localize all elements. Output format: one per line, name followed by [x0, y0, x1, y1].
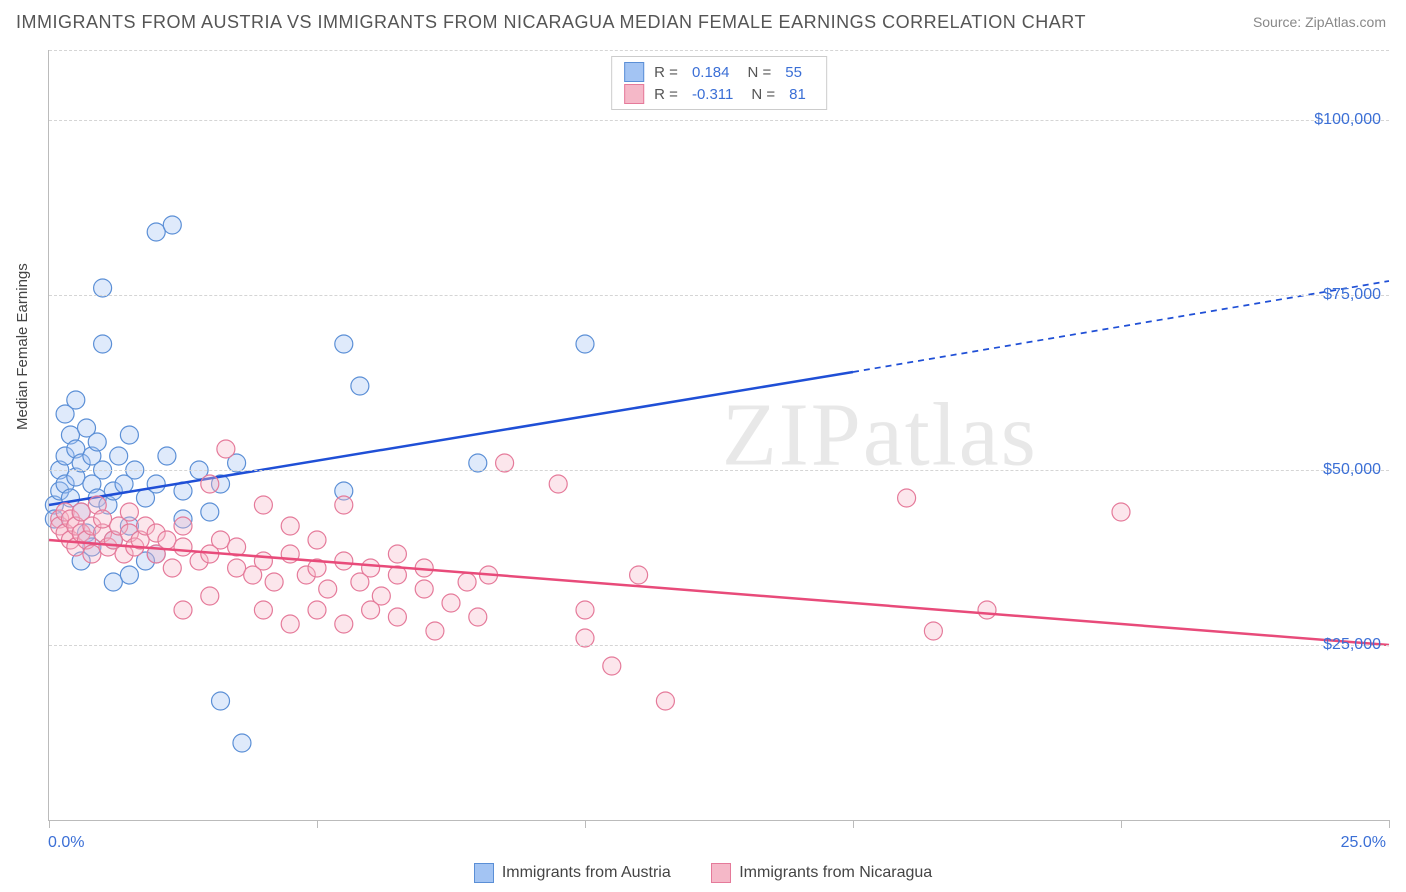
legend-row-nicaragua: R = -0.311 N = 81	[624, 83, 814, 105]
y-axis-label: Median Female Earnings	[14, 263, 31, 430]
n-label: N =	[747, 64, 771, 81]
legend-bottom: Immigrants from Austria Immigrants from …	[0, 863, 1406, 888]
n-value-austria: 55	[785, 64, 802, 81]
legend-item-nicaragua: Immigrants from Nicaragua	[711, 863, 932, 883]
legend-row-austria: R = 0.184 N = 55	[624, 61, 814, 83]
swatch-austria	[624, 62, 644, 82]
r-value-nicaragua: -0.311	[692, 86, 733, 103]
y-tick-label: $50,000	[1323, 461, 1381, 479]
n-value-nicaragua: 81	[789, 86, 806, 103]
r-label: R =	[654, 86, 678, 103]
n-label: N =	[751, 86, 775, 103]
swatch-austria-icon	[474, 863, 494, 883]
legend-label-austria: Immigrants from Austria	[502, 864, 671, 882]
chart-svg	[49, 50, 1389, 820]
swatch-nicaragua	[624, 84, 644, 104]
r-label: R =	[654, 64, 678, 81]
x-max-label: 25.0%	[1341, 834, 1386, 852]
swatch-nicaragua-icon	[711, 863, 731, 883]
x-min-label: 0.0%	[48, 834, 84, 852]
y-tick-label: $100,000	[1314, 111, 1381, 129]
legend-item-austria: Immigrants from Austria	[474, 863, 671, 883]
r-value-austria: 0.184	[692, 64, 730, 81]
chart-title: IMMIGRANTS FROM AUSTRIA VS IMMIGRANTS FR…	[16, 12, 1086, 33]
legend-label-nicaragua: Immigrants from Nicaragua	[739, 864, 932, 882]
y-tick-label: $25,000	[1323, 636, 1381, 654]
plot-area: ZIPatlas R = 0.184 N = 55 R = -0.311 N =…	[48, 50, 1389, 821]
y-tick-label: $75,000	[1323, 286, 1381, 304]
source-label: Source: ZipAtlas.com	[1253, 14, 1386, 30]
legend-correlation-box: R = 0.184 N = 55 R = -0.311 N = 81	[611, 56, 827, 110]
